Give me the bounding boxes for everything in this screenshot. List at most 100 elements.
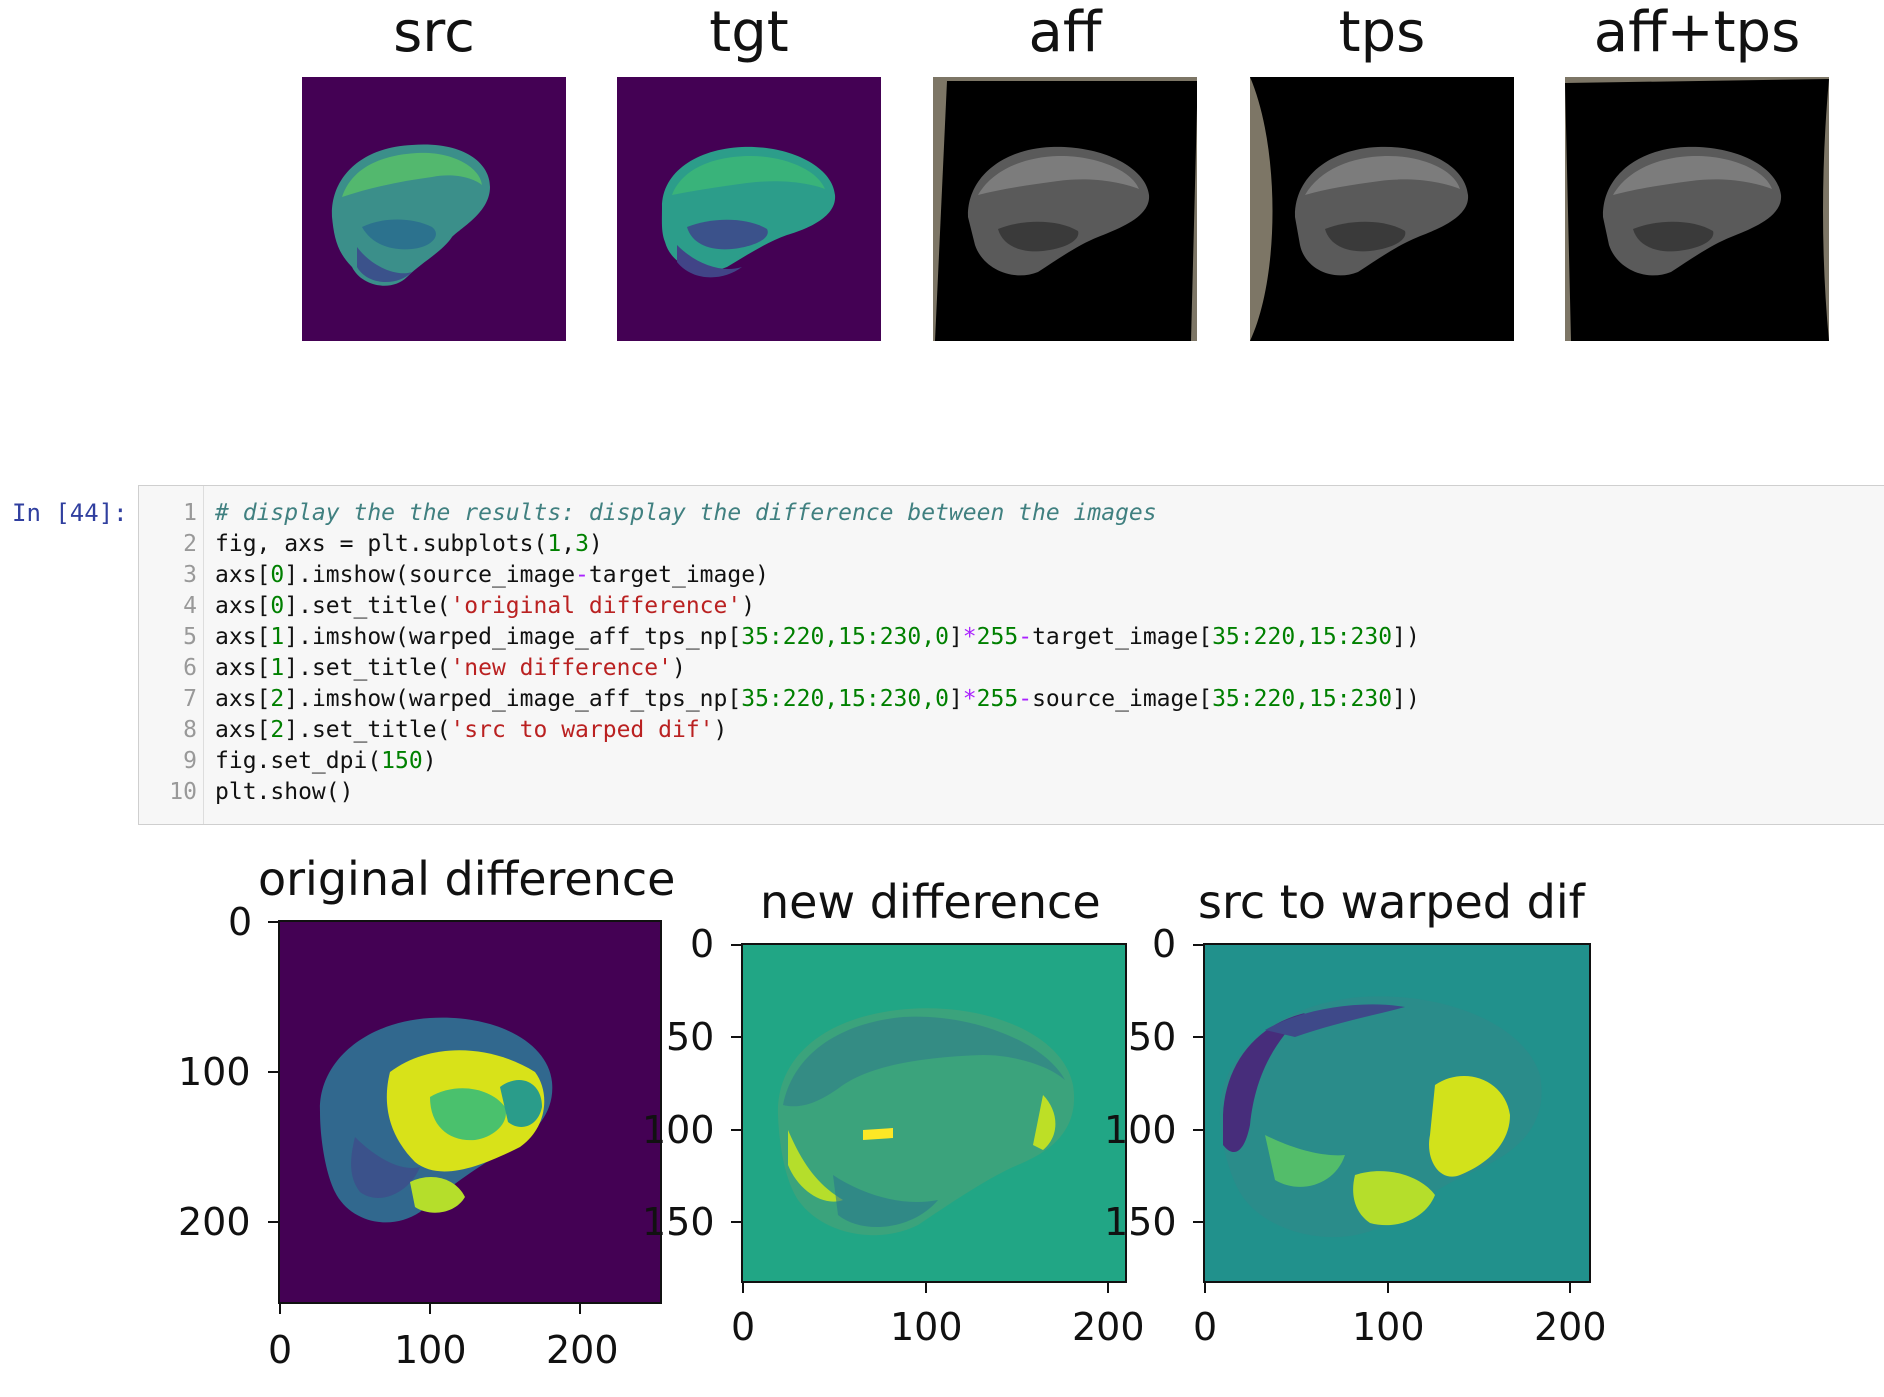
code-number: 150 <box>381 748 423 774</box>
code-token: ] <box>948 686 963 712</box>
cell-prompt: In [44]: <box>12 499 128 527</box>
x-tick-label: 100 <box>394 1328 467 1372</box>
code-number: 1 <box>270 655 285 681</box>
code-operator: - <box>1018 624 1033 650</box>
code-token: axs[ <box>215 624 271 650</box>
code-token: ].set_title( <box>284 593 451 619</box>
code-token: fig.set_dpi( <box>215 748 382 774</box>
difference-image-original <box>319 1017 553 1223</box>
panel-title-src: src <box>393 0 475 65</box>
code-token: ) <box>671 655 686 681</box>
axes-title-src-to-warped-dif: src to warped dif <box>1198 875 1585 929</box>
line-number: 6 <box>183 655 197 681</box>
code-token: ].imshow(warped_image_aff_tps_np[ <box>284 624 742 650</box>
code-line[interactable]: fig.set_dpi(150) <box>215 748 437 774</box>
code-number: 35:220,15:230 <box>1212 624 1393 650</box>
code-line[interactable]: axs[0].imshow(source_image-target_image) <box>215 562 769 588</box>
axes-title-original-difference: original difference <box>258 852 676 906</box>
code-number: 35:220,15:230,0 <box>741 624 949 650</box>
code-line[interactable]: axs[0].set_title('original difference') <box>215 593 755 619</box>
code-token: ) <box>741 593 756 619</box>
y-tick-label: 150 <box>1104 1200 1177 1244</box>
y-tick-label: 0 <box>228 900 253 944</box>
code-token: ) <box>713 717 728 743</box>
code-line[interactable]: plt.show() <box>215 779 353 805</box>
x-tick-label: 200 <box>546 1328 619 1372</box>
code-comment: # display the the results: display the d… <box>215 500 1157 526</box>
code-token: ) <box>422 748 437 774</box>
code-string: 'src to warped dif' <box>450 717 714 743</box>
code-number: 35:220,15:230,0 <box>741 686 949 712</box>
axes-src-to-warped-dif <box>1203 943 1591 1283</box>
code-cell[interactable]: 1 2 3 4 5 6 7 8 9 10 # display the the r… <box>138 485 1884 825</box>
code-token: axs[ <box>215 686 271 712</box>
y-tick-label: 0 <box>690 922 715 966</box>
panel-title-tps: tps <box>1338 0 1426 65</box>
y-tick-label: 100 <box>642 1108 715 1152</box>
x-tick-label: 200 <box>1072 1305 1145 1349</box>
code-token: ) <box>588 531 603 557</box>
code-operator: * <box>962 686 977 712</box>
code-token: target_image[ <box>1032 624 1213 650</box>
code-number: 35:220,15:230 <box>1212 686 1393 712</box>
x-tick-label: 0 <box>268 1328 293 1372</box>
code-token: source_image[ <box>1032 686 1213 712</box>
code-token: ]) <box>1392 686 1420 712</box>
code-token: ].imshow(source_image <box>284 562 576 588</box>
line-number: 4 <box>183 593 197 619</box>
line-number: 7 <box>183 686 197 712</box>
code-number: 0 <box>270 562 285 588</box>
code-token: ].set_title( <box>284 655 451 681</box>
panel-title-aff-tps: aff+tps <box>1593 0 1801 65</box>
code-operator: - <box>1018 686 1033 712</box>
y-tick-label: 100 <box>178 1050 251 1094</box>
code-line[interactable]: axs[1].set_title('new difference') <box>215 655 686 681</box>
line-number: 5 <box>183 624 197 650</box>
y-tick-label: 50 <box>666 1015 715 1059</box>
code-line[interactable]: fig, axs = plt.subplots(1,3) <box>215 531 603 557</box>
code-number: 255 <box>976 686 1019 712</box>
difference-image-new <box>777 1008 1075 1236</box>
difference-image-warped <box>1219 996 1542 1238</box>
line-number-gutter <box>139 486 204 824</box>
src-image <box>302 77 566 341</box>
code-number: 3 <box>575 531 589 557</box>
line-number: 3 <box>183 562 197 588</box>
code-line[interactable]: axs[1].imshow(warped_image_aff_tps_np[35… <box>215 624 1420 650</box>
code-number: 255 <box>976 624 1019 650</box>
line-number: 1 <box>183 500 197 526</box>
code-line[interactable]: axs[2].set_title('src to warped dif') <box>215 717 727 743</box>
code-line[interactable]: # display the the results: display the d… <box>215 500 1157 526</box>
code-token: ].set_title( <box>284 717 451 743</box>
x-tick-label: 0 <box>1193 1305 1218 1349</box>
line-number: 9 <box>183 748 197 774</box>
x-tick-label: 100 <box>1352 1305 1425 1349</box>
line-number: 2 <box>183 531 197 557</box>
tps-image <box>1250 77 1514 341</box>
code-token: axs[ <box>215 655 271 681</box>
code-operator: * <box>962 624 977 650</box>
x-tick-label: 0 <box>731 1305 756 1349</box>
line-number: 10 <box>169 779 197 805</box>
code-string: 'new difference' <box>450 655 672 681</box>
code-token: ] <box>948 624 963 650</box>
axes-original-difference <box>278 920 662 1304</box>
line-number: 8 <box>183 717 197 743</box>
code-string: 'original difference' <box>450 593 742 619</box>
code-token: target_image) <box>588 562 769 588</box>
code-number: 1 <box>270 624 285 650</box>
code-token: axs[ <box>215 717 271 743</box>
code-token: ].imshow(warped_image_aff_tps_np[ <box>284 686 742 712</box>
code-number: 2 <box>270 717 285 743</box>
panel-title-tgt: tgt <box>709 0 789 65</box>
axes-new-difference <box>741 943 1127 1283</box>
panel-title-aff: aff <box>1028 0 1102 65</box>
code-operator: - <box>575 562 589 588</box>
code-line[interactable]: axs[2].imshow(warped_image_aff_tps_np[35… <box>215 686 1420 712</box>
code-number: 0 <box>270 593 285 619</box>
code-token: fig, axs = plt.subplots( <box>215 531 548 557</box>
y-tick-label: 50 <box>1128 1015 1177 1059</box>
code-number: 1 <box>547 531 562 557</box>
tgt-image <box>617 77 881 341</box>
code-token: plt.show() <box>215 779 354 805</box>
